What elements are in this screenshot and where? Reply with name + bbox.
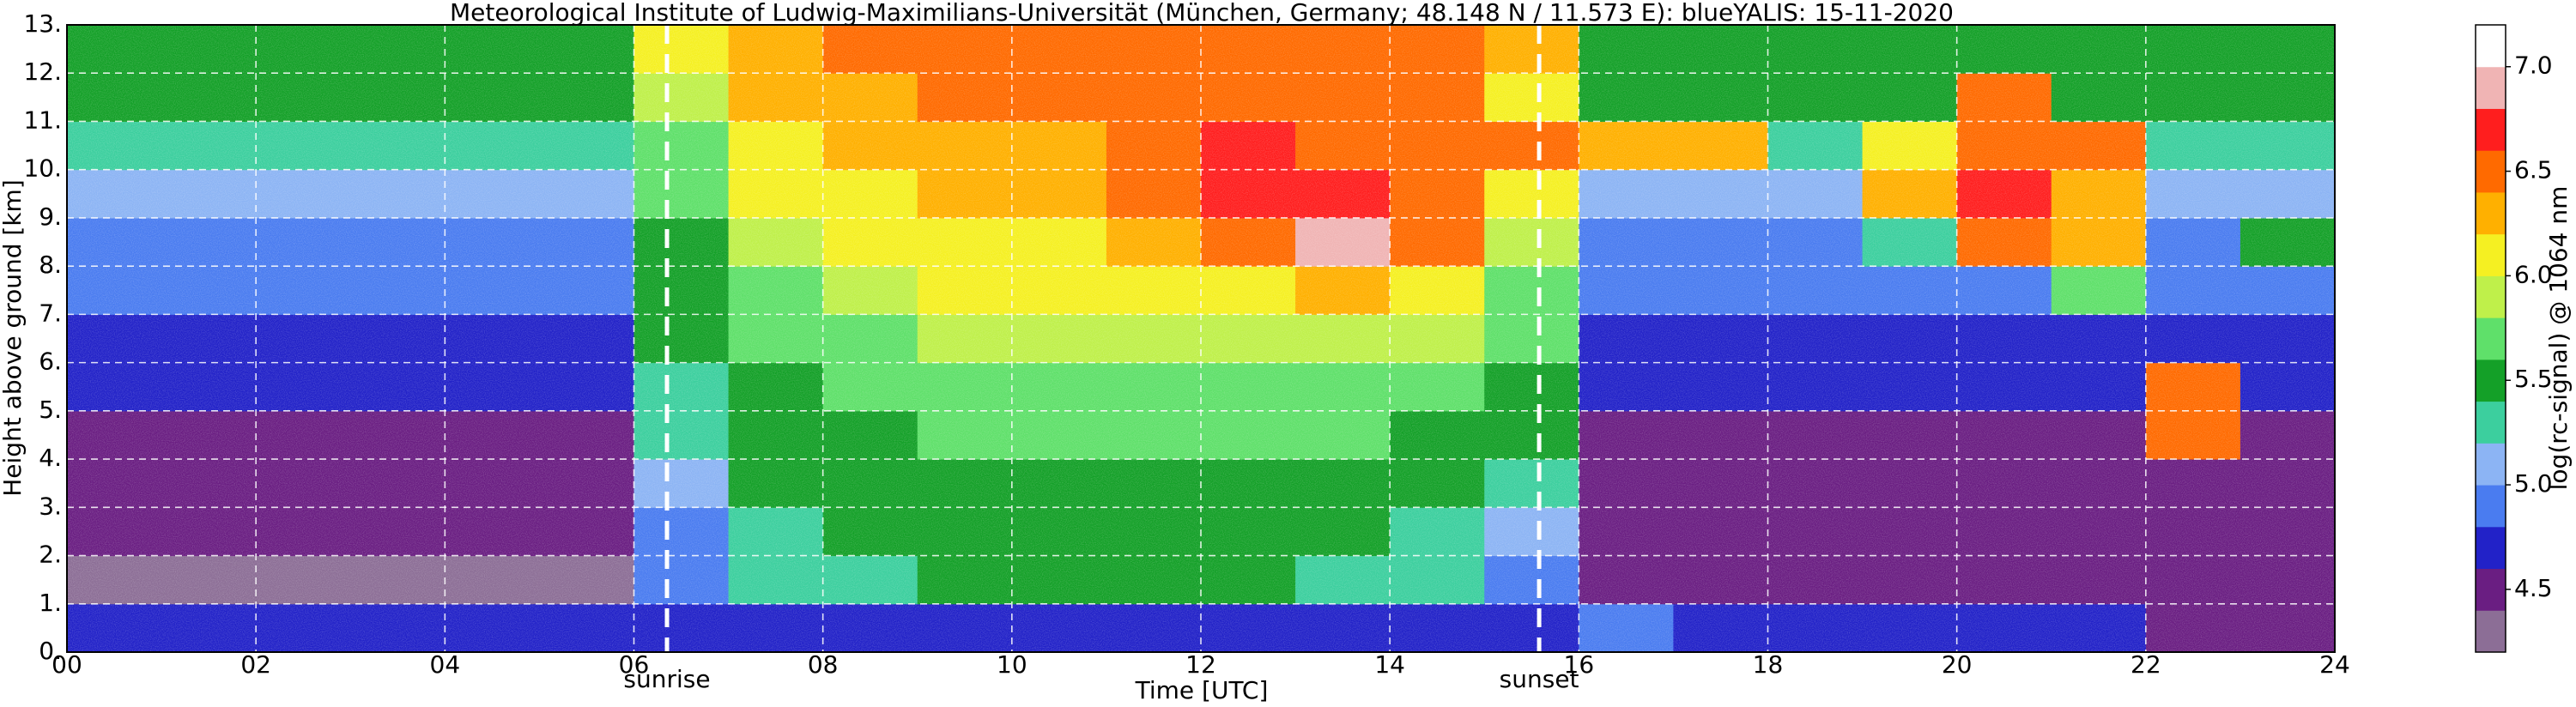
colorbar-band xyxy=(2476,401,2506,444)
colorbar-band xyxy=(2476,275,2506,318)
x-tick-label: 16 xyxy=(1564,650,1595,679)
x-tick-label: 02 xyxy=(240,650,271,679)
colorbar-band xyxy=(2476,443,2506,486)
x-tick-label: 10 xyxy=(997,650,1027,679)
y-tick-label: 10. xyxy=(23,154,62,183)
colorbar-label: log(rc-signal) @ 1064 nm xyxy=(2544,186,2573,491)
colorbar-band xyxy=(2476,66,2506,109)
y-tick-label: 7. xyxy=(39,299,62,327)
x-tick-label: 12 xyxy=(1185,650,1216,679)
y-tick-label: 9. xyxy=(39,202,62,231)
colorbar-band xyxy=(2476,610,2506,653)
colorbar-band xyxy=(2476,233,2506,276)
y-tick-label: 3. xyxy=(39,492,62,520)
colorbar-tick-label: 5.5 xyxy=(2514,365,2553,393)
colorbar-band xyxy=(2476,568,2506,611)
x-tick-label: 04 xyxy=(430,650,461,679)
event-label: sunset xyxy=(1500,665,1579,693)
x-tick-label: 06 xyxy=(619,650,650,679)
x-tick-label: 24 xyxy=(2319,650,2350,679)
y-axis-label: Height above ground [km] xyxy=(0,179,27,497)
y-tick-label: 5. xyxy=(39,396,62,424)
y-tick-label: 6. xyxy=(39,347,62,376)
y-tick-label: 8. xyxy=(39,251,62,279)
y-tick-label: 13. xyxy=(23,9,62,38)
chart-title: Meteorological Institute of Ludwig-Maxim… xyxy=(450,0,1954,27)
colorbar-tick-label: 7.0 xyxy=(2514,51,2553,80)
colorbar-tick-label: 6.5 xyxy=(2514,156,2553,184)
colorbar-band xyxy=(2476,150,2506,193)
colorbar-frame xyxy=(2475,24,2506,653)
y-tick-label: 11. xyxy=(23,106,62,134)
x-tick-label: 22 xyxy=(2131,650,2161,679)
x-axis-label: Time [UTC] xyxy=(1135,676,1269,704)
colorbar-band xyxy=(2476,485,2506,528)
event-label: sunrise xyxy=(623,665,710,693)
plot-frame xyxy=(66,24,2336,653)
x-tick-label: 20 xyxy=(1942,650,1973,679)
y-tick-label: 0. xyxy=(39,637,62,665)
colorbar-tick-label: 6.0 xyxy=(2514,260,2553,288)
colorbar-band xyxy=(2476,317,2506,360)
colorbar-band xyxy=(2476,25,2506,68)
y-tick-label: 2. xyxy=(39,541,62,569)
x-tick-label: 08 xyxy=(808,650,839,679)
x-tick-label: 18 xyxy=(1753,650,1784,679)
colorbar-band xyxy=(2476,191,2506,235)
y-tick-label: 12. xyxy=(23,57,62,86)
x-tick-label: 00 xyxy=(52,650,82,679)
colorbar-band xyxy=(2476,108,2506,151)
colorbar-tick-label: 5.0 xyxy=(2514,469,2553,498)
colorbar-band xyxy=(2476,359,2506,402)
y-tick-label: 4. xyxy=(39,444,62,472)
y-tick-label: 1. xyxy=(39,589,62,617)
colorbar-band xyxy=(2476,526,2506,570)
x-tick-label: 14 xyxy=(1374,650,1405,679)
colorbar-tick-label: 4.5 xyxy=(2514,574,2553,602)
